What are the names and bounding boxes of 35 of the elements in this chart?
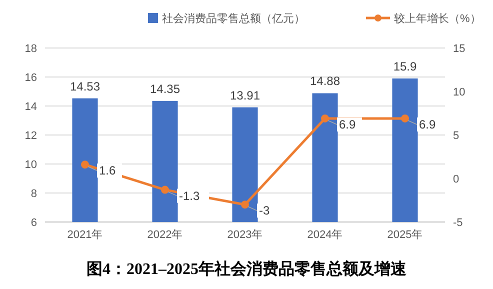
data-label: 6.9 <box>339 117 356 132</box>
data-label: 1.6 <box>99 164 116 178</box>
x-tick-label: 2022年 <box>147 229 183 241</box>
y2-tick-label: 5 <box>453 130 460 142</box>
point <box>161 186 169 194</box>
legend-label: 较上年增长（%） <box>394 12 481 25</box>
y-tick-label: 6 <box>30 217 37 229</box>
data-label: 14.88 <box>310 74 340 88</box>
data-label: -3 <box>259 204 270 218</box>
x-tick-label: 2023年 <box>227 229 263 241</box>
y-tick-label: 16 <box>24 72 37 84</box>
data-label: 13.91 <box>230 88 260 102</box>
data-label: 14.35 <box>150 82 180 96</box>
data-label: -1.3 <box>179 188 200 203</box>
y2-tick-label: 0 <box>453 174 460 186</box>
data-label: 6.9 <box>419 117 436 132</box>
point <box>241 200 249 209</box>
y-tick-label: 10 <box>24 159 37 171</box>
y-tick-label: 18 <box>24 43 37 55</box>
x-tick-label: 2021年 <box>67 229 103 241</box>
data-label: 15.9 <box>393 59 417 74</box>
legend-label: 社会消费品零售总额（亿元） <box>162 12 305 25</box>
x-tick-label: 2024年 <box>307 229 343 241</box>
y-tick-label: 8 <box>30 188 37 200</box>
y2-tick-label: 15 <box>453 43 466 55</box>
y2-tick-label: 10 <box>453 86 466 98</box>
x-tick-label: 2025年 <box>387 229 423 241</box>
point <box>321 114 329 122</box>
text: 图4：2021–2025年社会消费品零售总额及增速 <box>86 260 408 278</box>
data-label: 14.53 <box>70 79 100 94</box>
point <box>81 160 89 169</box>
point <box>401 114 409 122</box>
y2-tick-label: -5 <box>453 217 463 229</box>
y-tick-label: 14 <box>24 101 37 113</box>
y-tick-label: 12 <box>24 130 37 142</box>
